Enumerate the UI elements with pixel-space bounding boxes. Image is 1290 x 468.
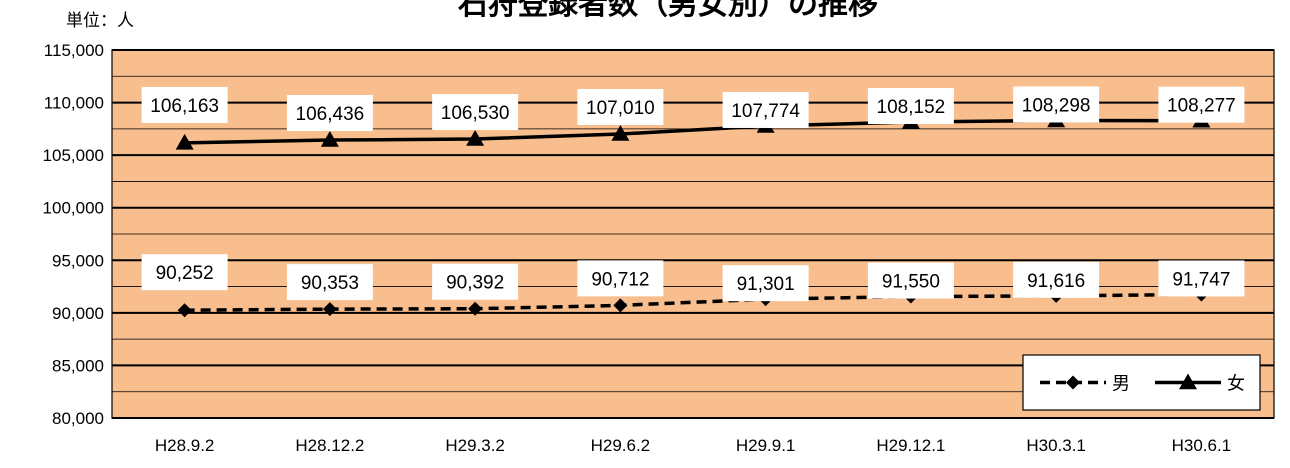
data-label-text: 91,301 <box>737 274 795 295</box>
x-tick-label: H29.3.2 <box>445 436 505 455</box>
data-label: 108,152 <box>868 88 954 124</box>
legend-label: 男 <box>1112 374 1130 395</box>
data-label-text: 108,277 <box>1167 96 1236 117</box>
y-axis-ticks: 80,000 85,000 90,000 95,000 100,000 105,000 11… <box>43 41 104 428</box>
data-label: 91,301 <box>723 265 809 301</box>
data-label: 108,277 <box>1158 87 1244 123</box>
x-tick-label: H30.3.1 <box>1026 436 1086 455</box>
data-label: 90,353 <box>287 264 373 300</box>
data-label-text: 90,252 <box>156 263 214 284</box>
data-label-text: 91,550 <box>882 272 940 293</box>
data-label: 91,550 <box>868 263 954 299</box>
data-label-text: 91,747 <box>1172 269 1230 290</box>
data-label-text: 90,392 <box>446 273 504 294</box>
data-label-text: 90,353 <box>301 273 359 294</box>
data-label-text: 108,298 <box>1022 95 1091 116</box>
x-tick-label: H29.12.1 <box>876 436 945 455</box>
data-label: 107,010 <box>577 89 663 125</box>
x-tick-label: H29.6.2 <box>591 436 651 455</box>
x-axis-ticks: H28.9.2 H28.12.2 H29.3.2 H29.6.2 H29.9.1 H29.… <box>155 436 1231 455</box>
data-label-text: 106,530 <box>441 103 510 124</box>
data-label: 106,530 <box>432 94 518 130</box>
legend: 男女 <box>1023 355 1260 410</box>
chart-title: 石狩登録者数（男女別）の推移 <box>457 0 878 22</box>
y-tick-label: 80,000 <box>52 409 104 428</box>
data-label-text: 108,152 <box>877 97 946 118</box>
y-tick-label: 90,000 <box>52 304 104 323</box>
data-label: 106,436 <box>287 95 373 131</box>
data-label-text: 107,774 <box>731 101 800 122</box>
x-tick-label: H28.9.2 <box>155 436 215 455</box>
y-tick-label: 105,000 <box>43 146 104 165</box>
x-tick-label: H29.9.1 <box>736 436 796 455</box>
y-tick-label: 85,000 <box>52 356 104 375</box>
data-label-text: 106,436 <box>296 104 365 125</box>
data-label: 91,616 <box>1013 262 1099 298</box>
data-label: 90,252 <box>142 254 228 290</box>
data-label-text: 107,010 <box>586 98 655 119</box>
data-label-text: 106,163 <box>150 96 219 117</box>
data-label: 90,712 <box>577 260 663 296</box>
data-label-text: 91,616 <box>1027 271 1085 292</box>
legend-label: 女 <box>1227 374 1245 395</box>
x-tick-label: H30.6.1 <box>1172 436 1232 455</box>
data-label: 107,774 <box>723 92 809 128</box>
data-label: 108,298 <box>1013 86 1099 122</box>
unit-label: 単位：人 <box>66 11 134 31</box>
data-label: 90,392 <box>432 264 518 300</box>
y-tick-label: 110,000 <box>44 94 104 113</box>
y-tick-label: 95,000 <box>52 251 104 270</box>
y-tick-label: 100,000 <box>43 199 104 218</box>
data-label: 91,747 <box>1158 260 1244 296</box>
data-label: 106,163 <box>142 87 228 123</box>
data-label-text: 90,712 <box>591 269 649 290</box>
x-tick-label: H28.12.2 <box>295 436 364 455</box>
y-tick-label: 115,000 <box>44 41 104 60</box>
